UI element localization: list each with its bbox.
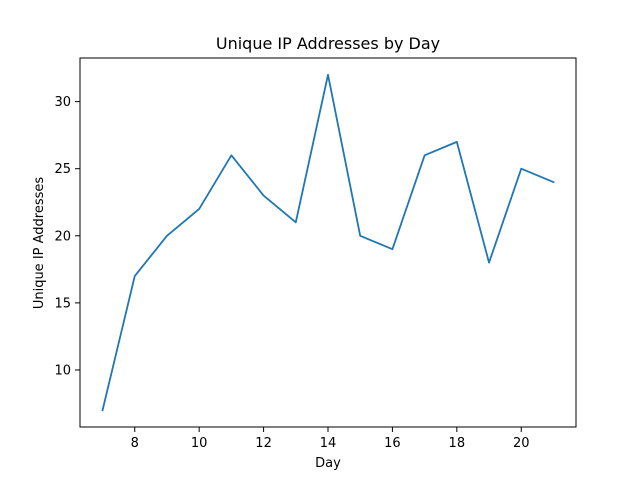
x-axis: 8 10 12 14 16 18 20 (131, 427, 530, 451)
y-axis-label: Unique IP Addresses (32, 177, 47, 310)
x-tick-label: 18 (449, 436, 466, 451)
x-axis-label: Day (315, 456, 341, 471)
x-tick-label: 12 (255, 436, 272, 451)
chart-title: Unique IP Addresses by Day (216, 34, 440, 53)
x-tick-label: 8 (131, 436, 139, 451)
x-tick-label: 16 (384, 436, 401, 451)
y-tick-label: 30 (54, 95, 71, 110)
y-tick-label: 25 (54, 162, 71, 177)
y-axis: 10 15 20 25 30 (54, 95, 80, 378)
y-tick-label: 20 (54, 229, 71, 244)
x-tick-label: 10 (191, 436, 208, 451)
x-tick-label: 20 (513, 436, 530, 451)
x-tick-label: 14 (320, 436, 337, 451)
y-tick-label: 15 (54, 296, 71, 311)
y-tick-label: 10 (54, 363, 71, 378)
series-line-0 (101, 73, 555, 412)
